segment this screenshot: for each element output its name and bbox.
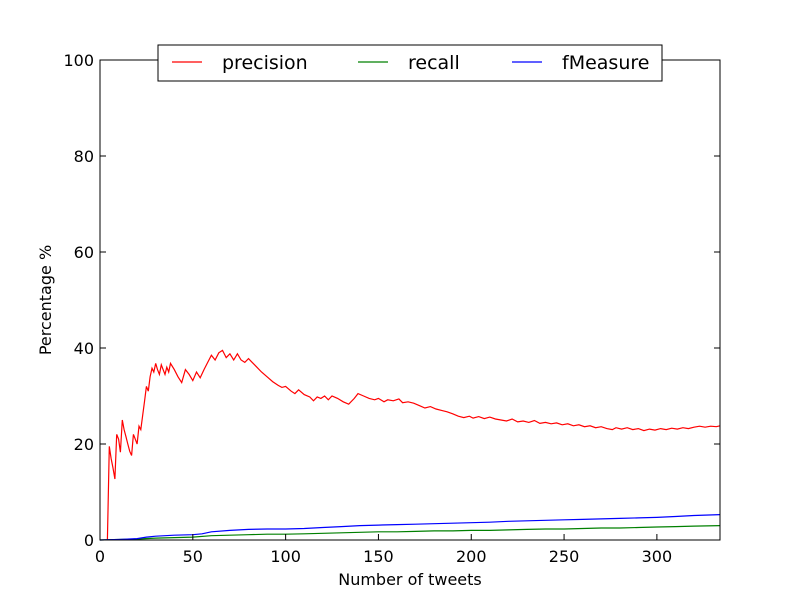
- plot-lines: [99, 349, 721, 541]
- series-line-fmeasure: [99, 514, 721, 541]
- x-tick-label: 250: [549, 547, 580, 566]
- x-tick-label: 150: [363, 547, 394, 566]
- axis-ticks: 0 50 100 150 200 250 300 0 20 40 60 80 100: [63, 51, 720, 566]
- y-tick-label: 100: [63, 51, 94, 70]
- y-tick-label: 60: [74, 243, 94, 262]
- x-tick-label: 300: [642, 547, 673, 566]
- y-axis-label: Percentage %: [36, 245, 55, 355]
- x-tick-label: 50: [183, 547, 203, 566]
- x-tick-label: 200: [456, 547, 487, 566]
- y-tick-label: 80: [74, 147, 94, 166]
- legend-label-fmeasure: fMeasure: [562, 52, 649, 74]
- x-tick-label: 0: [95, 547, 105, 566]
- x-axis-label: Number of tweets: [338, 570, 482, 589]
- legend-box: [157, 44, 663, 82]
- legend-label-recall: recall: [408, 52, 460, 74]
- series-line-recall: [99, 525, 721, 541]
- y-tick-label: 20: [74, 435, 94, 454]
- y-tick-label: 40: [74, 339, 94, 358]
- y-tick-label: 0: [84, 531, 94, 550]
- x-tick-label: 100: [270, 547, 301, 566]
- legend-label-precision: precision: [222, 52, 308, 74]
- legend: precision recall fMeasure: [157, 44, 663, 82]
- plot-area-frame: [99, 59, 721, 541]
- series-line-precision: [106, 349, 721, 541]
